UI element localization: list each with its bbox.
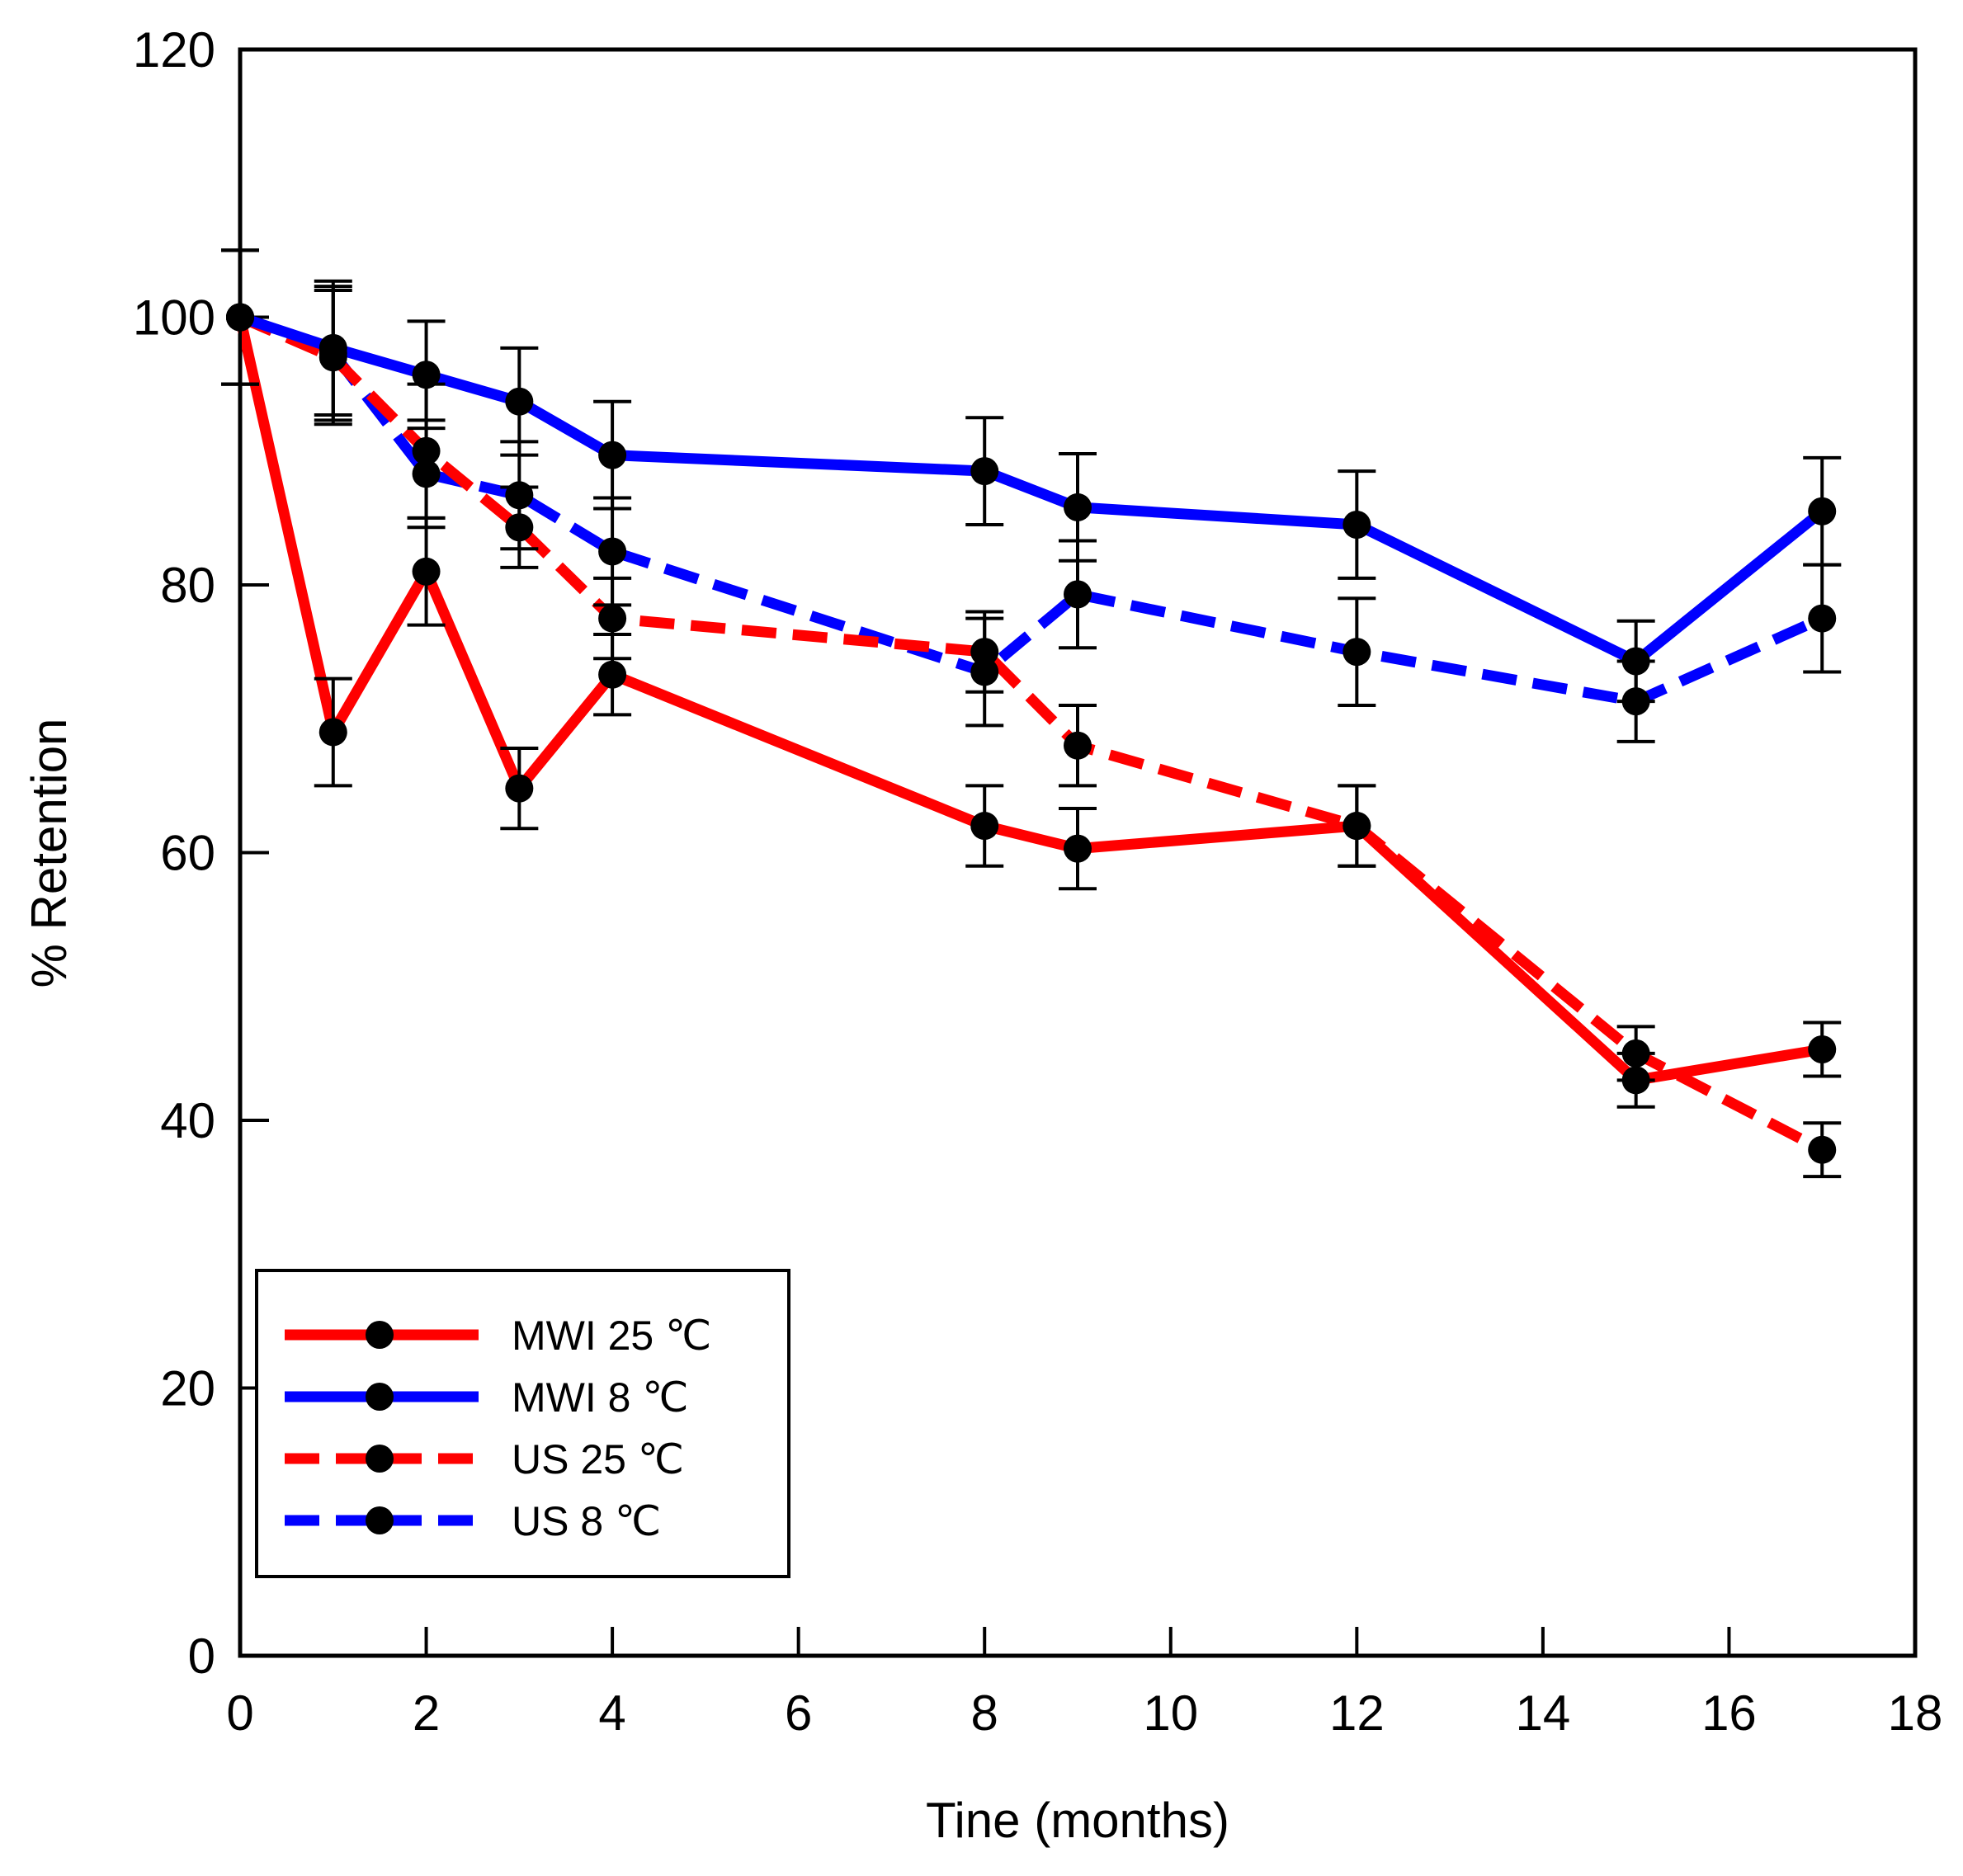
x-axis-title: Tine (months) [926,1793,1229,1848]
data-point [1808,497,1837,526]
series-line [234,316,1824,1086]
data-point [412,361,441,389]
data-point [970,638,999,667]
data-point [1621,647,1650,676]
x-tick-label: 12 [1329,1685,1385,1741]
x-tick-label: 14 [1516,1685,1571,1741]
y-tick-label: 100 [133,290,215,346]
x-tick-label: 18 [1888,1685,1943,1741]
data-point [970,812,999,841]
data-point [1808,1135,1837,1164]
data-point [319,333,347,362]
data-point [970,457,999,486]
legend-label: US 25 ℃ [512,1436,684,1482]
series-line [238,312,1824,707]
legend-items: MWI 25 ℃ MWI 8 ℃ US 25 ℃ US 8 ℃ [285,1313,711,1544]
series-markers [221,248,1842,704]
x-tick-label: 10 [1143,1685,1198,1741]
y-axis-title: % Retention [21,719,77,988]
legend-swatch-marker [366,1445,394,1473]
legend-label: MWI 8 ℃ [512,1374,688,1421]
y-tick-label: 20 [160,1361,215,1416]
data-point [412,557,441,586]
data-point [598,441,627,469]
series-line [238,312,1825,1155]
data-point [1808,1035,1837,1064]
legend-swatch-marker [366,1383,394,1411]
data-point [505,774,534,803]
series [238,312,1826,667]
x-tick-label: 4 [598,1685,625,1741]
data-point [1064,731,1092,760]
series [234,316,1824,1086]
series [238,312,1825,1155]
series-markers [221,248,1842,1109]
legend-swatch-marker [366,1506,394,1534]
x-tick-label: 6 [785,1685,812,1741]
data-point [1342,812,1371,841]
series-line [238,312,1826,667]
x-tick-label: 8 [971,1685,998,1741]
series [238,312,1824,707]
legend-label: US 8 ℃ [512,1498,661,1544]
data-point [412,436,441,465]
data-point [1808,604,1837,633]
data-point [1621,1066,1650,1095]
data-point [505,513,534,542]
data-point [319,718,347,747]
data-point [1064,580,1092,609]
data-point [598,537,627,566]
data-point [1064,834,1092,863]
x-axis: 0 2 4 6 8 10 12 14 16 18 [226,1627,1942,1741]
x-tick-label: 2 [413,1685,440,1741]
y-tick-label: 80 [160,558,215,613]
data-point [1342,510,1371,539]
y-axis: 0 20 40 60 80 100 120 [133,22,269,1684]
data-point [1342,638,1371,667]
series-layer [221,248,1842,1179]
data-point [505,387,534,416]
y-tick-label: 40 [160,1093,215,1148]
y-tick-label: 60 [160,826,215,881]
y-tick-label: 120 [133,22,215,78]
data-point [598,660,627,689]
data-point [1064,493,1092,521]
data-point [226,303,254,332]
x-tick-label: 16 [1701,1685,1757,1741]
y-tick-label: 0 [188,1629,215,1684]
legend: MWI 25 ℃ MWI 8 ℃ US 25 ℃ US 8 ℃ [255,1269,790,1578]
x-tick-label: 0 [226,1685,253,1741]
legend-swatch-marker [366,1321,394,1349]
data-point [598,604,627,633]
legend-label: MWI 25 ℃ [512,1313,711,1359]
